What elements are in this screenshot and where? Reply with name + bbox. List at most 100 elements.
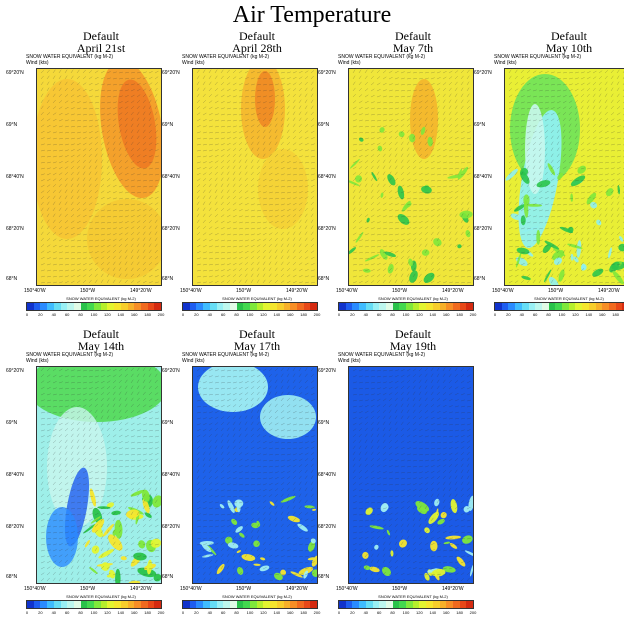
colorbar-swatch (277, 601, 284, 608)
colorbar-swatch (426, 601, 433, 608)
colorbar-tick-label: 60 (377, 610, 381, 615)
colorbar-swatch (453, 601, 460, 608)
colorbar-title: SNOW WATER EQUIVALENT (kg M-2) (26, 296, 176, 301)
lat-label: 68°N (318, 574, 329, 580)
colorbar-ticks: 0 20 40 60 80 100 120 140 160 180 200 (338, 312, 474, 318)
colorbar-tick-label: 180 (456, 312, 463, 317)
colorbar-swatch (67, 601, 74, 608)
colorbar-title: SNOW WATER EQUIVALENT (kg M-2) (338, 594, 488, 599)
lon-label: 150°W (236, 586, 251, 592)
colorbar-tick-label: 80 (78, 610, 82, 615)
lat-label: 68°20'N (6, 226, 24, 232)
colorbar-swatch (466, 303, 473, 310)
map-panel: Default May 7th SNOW WATER EQUIVALENT (kg … (338, 30, 488, 330)
colorbar-swatch (373, 601, 380, 608)
colorbar-swatch (87, 303, 94, 310)
colorbar-tick-label: 0 (338, 312, 340, 317)
colorbar-swatch (230, 303, 237, 310)
colorbar-swatch (203, 303, 210, 310)
colorbar-tick-label: 180 (144, 312, 151, 317)
colorbar-tick-label: 200 (158, 312, 165, 317)
colorbar-tick-label: 180 (300, 610, 307, 615)
panel-date: May 10th (494, 42, 624, 54)
colorbar-tick-label: 140 (117, 610, 124, 615)
map-panel: Default April 28th SNOW WATER EQUIVALENT (… (182, 30, 332, 330)
lat-label: 69°20'N (318, 368, 336, 374)
colorbar-tick-label: 120 (104, 312, 111, 317)
colorbar-tick-label: 60 (221, 610, 225, 615)
colorbar-swatch (67, 303, 74, 310)
colorbar-swatch (114, 601, 121, 608)
colorbar-swatch (406, 601, 413, 608)
colorbar-ticks: 0 20 40 60 80 100 120 140 160 180 200 (338, 610, 474, 616)
lon-label: 149°20'W (286, 586, 308, 592)
colorbar-tick-label: 80 (390, 610, 394, 615)
colorbar-title: SNOW WATER EQUIVALENT (kg M-2) (338, 296, 488, 301)
colorbar-swatch (460, 601, 467, 608)
wind-label: Wind (kts) (494, 60, 517, 66)
lon-label: 149°20'W (286, 288, 308, 294)
colorbar-swatch (34, 601, 41, 608)
colorbar-tick-label: 80 (234, 610, 238, 615)
colorbar-swatch (230, 601, 237, 608)
colorbar-swatch (134, 601, 141, 608)
colorbar-tick-label: 60 (533, 312, 537, 317)
colorbar-swatch (310, 303, 317, 310)
colorbar-swatch (393, 601, 400, 608)
colorbar-swatch (250, 303, 257, 310)
colorbar-swatch (440, 601, 447, 608)
colorbar-swatch (339, 601, 346, 608)
colorbar-swatch (250, 601, 257, 608)
colorbar-title: SNOW WATER EQUIVALENT (kg M-2) (182, 594, 332, 599)
colorbar-swatch (114, 303, 121, 310)
colorbar-tick-label: 40 (364, 312, 368, 317)
colorbar-tick-label: 0 (182, 610, 184, 615)
colorbar-ticks: 0 20 40 60 80 100 120 140 160 180 200 (494, 312, 624, 318)
lat-label: 68°20'N (162, 226, 180, 232)
colorbar-tick-label: 60 (65, 610, 69, 615)
colorbar-tick-label: 160 (443, 312, 450, 317)
lat-label: 68°40'N (318, 472, 336, 478)
colorbar-tick-label: 60 (65, 312, 69, 317)
colorbar-swatch (141, 303, 148, 310)
colorbar-tick-label: 100 (91, 312, 98, 317)
colorbar-swatch (27, 303, 34, 310)
lat-label: 68°20'N (474, 226, 492, 232)
colorbar-swatch (529, 303, 536, 310)
colorbar-swatch (257, 303, 264, 310)
colorbar-swatch (40, 303, 47, 310)
colorbar-tick-label: 100 (403, 312, 410, 317)
colorbar-ticks: 0 20 40 60 80 100 120 140 160 180 200 (182, 312, 318, 318)
colorbar-tick-label: 140 (429, 610, 436, 615)
colorbar-swatch (582, 303, 589, 310)
wind-label: Wind (kts) (26, 60, 49, 66)
lat-label: 69°N (318, 122, 329, 128)
colorbar-swatch (107, 303, 114, 310)
snow-water-field (349, 69, 473, 285)
colorbar-swatch (217, 601, 224, 608)
lat-label: 68°40'N (318, 174, 336, 180)
map-panel: Default April 21st SNOW WATER EQUIVALENT (… (26, 30, 176, 330)
colorbar-swatch (502, 303, 509, 310)
colorbar-swatch (277, 303, 284, 310)
colorbar-swatch (393, 303, 400, 310)
colorbar-swatch (373, 303, 380, 310)
colorbar-swatch (535, 303, 542, 310)
lon-label: 150°40'W (24, 586, 46, 592)
colorbar-title: SNOW WATER EQUIVALENT (kg M-2) (494, 296, 624, 301)
colorbar-tick-label: 140 (273, 312, 280, 317)
colorbar-swatch (290, 303, 297, 310)
colorbar-swatch (602, 303, 609, 310)
colorbar-swatch (54, 601, 61, 608)
colorbar-tick-label: 200 (470, 312, 477, 317)
colorbar-tick-label: 0 (338, 610, 340, 615)
colorbar-tick-label: 80 (78, 312, 82, 317)
colorbar (182, 302, 318, 311)
map-canvas (36, 366, 162, 584)
lat-label: 69°20'N (474, 70, 492, 76)
colorbar-tick-label: 0 (494, 312, 496, 317)
lat-label: 69°20'N (162, 368, 180, 374)
lat-label: 69°20'N (318, 70, 336, 76)
colorbar-tick-label: 0 (26, 610, 28, 615)
colorbar-tick-label: 160 (287, 610, 294, 615)
